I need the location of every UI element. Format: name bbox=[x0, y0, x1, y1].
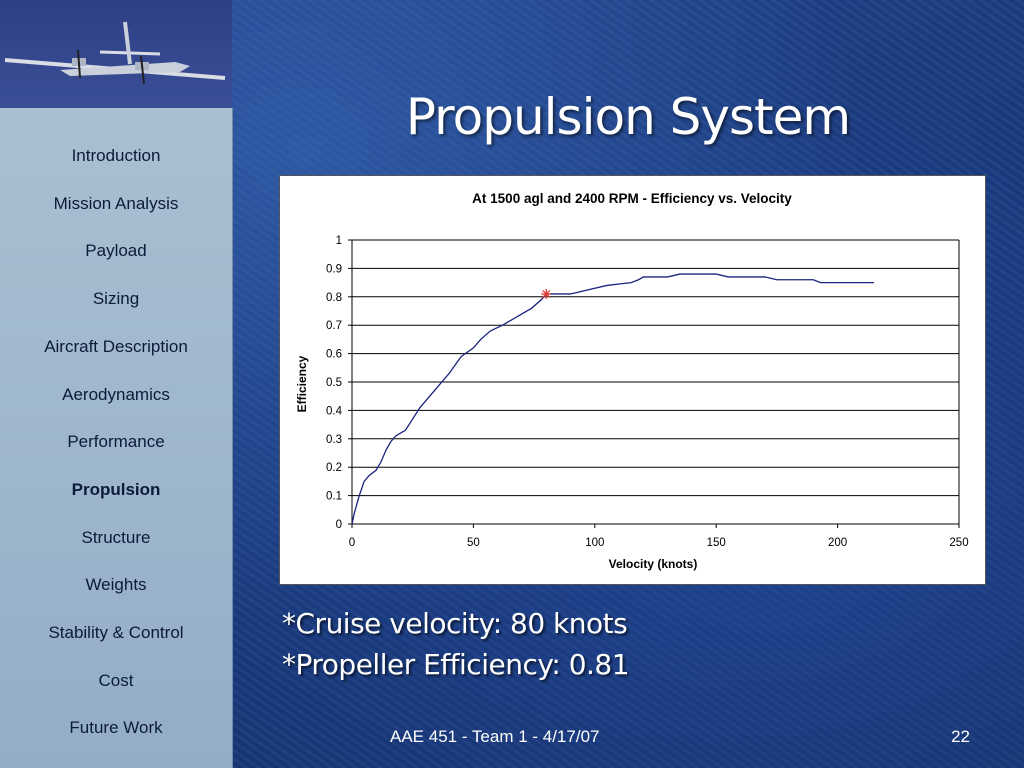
sidebar-item-performance[interactable]: Performance bbox=[67, 432, 165, 452]
sidebar-item-stability-control[interactable]: Stability & Control bbox=[48, 623, 184, 642]
twin-engine-airplane-icon bbox=[4, 21, 226, 85]
chart-y-tick-label: 0.9 bbox=[326, 263, 342, 275]
sidebar-item-future-work[interactable]: Future Work bbox=[69, 718, 163, 738]
chart-y-tick-label: 0.7 bbox=[326, 320, 342, 332]
sidebar-item-sizing[interactable]: Sizing bbox=[92, 289, 140, 309]
chart-x-axis-label: Velocity (knots) bbox=[609, 557, 698, 571]
chart-title: At 1500 agl and 2400 RPM - Efficiency vs… bbox=[472, 191, 792, 206]
bullet-propeller-efficiency: *Propeller Efficiency: 0.81 bbox=[282, 648, 630, 681]
sidebar-item-propulsion[interactable]: Propulsion bbox=[71, 479, 161, 499]
footer-text: AAE 451 - Team 1 - 4/17/07 bbox=[390, 727, 600, 746]
efficiency-series-line bbox=[351, 273, 875, 525]
chart-y-tick-label: 0.4 bbox=[326, 405, 343, 417]
chart-y-tick-label: 1 bbox=[336, 235, 342, 247]
efficiency-chart: At 1500 agl and 2400 RPM - Efficiency vs… bbox=[279, 175, 986, 585]
chart-x-tick-label: 0 bbox=[349, 537, 355, 549]
sidebar-item-structure[interactable]: Structure bbox=[81, 527, 151, 547]
chart-x-tick-label: 100 bbox=[585, 537, 604, 549]
chart-y-tick-label: 0.6 bbox=[326, 349, 342, 361]
sidebar-nav: Introduction Mission Analysis Payload Sizin… bbox=[0, 108, 233, 768]
chart-x-tick-label: 150 bbox=[707, 537, 726, 549]
page-number: 22 bbox=[951, 727, 970, 746]
sidebar-item-mission-analysis[interactable]: Mission Analysis bbox=[53, 193, 179, 213]
chart-y-tick-label: 0.2 bbox=[326, 462, 342, 474]
chart-y-axis-label: Efficiency bbox=[295, 355, 309, 412]
sidebar-item-payload[interactable]: Payload bbox=[85, 241, 147, 261]
bullet-cruise-velocity: *Cruise velocity: 80 knots bbox=[282, 607, 628, 640]
chart-y-tick-label: 0.1 bbox=[326, 491, 342, 503]
sidebar-item-cost[interactable]: Cost bbox=[98, 670, 134, 690]
chart-x-tick-label: 50 bbox=[467, 537, 480, 549]
chart-y-tick-label: 0.8 bbox=[326, 292, 342, 304]
chart-y-tick-label: 0 bbox=[336, 519, 342, 531]
sidebar-item-aircraft-description[interactable]: Aircraft Description bbox=[44, 336, 188, 356]
cruise-point-marker bbox=[541, 288, 552, 299]
sidebar-item-weights[interactable]: Weights bbox=[85, 575, 147, 595]
sidebar-item-aerodynamics[interactable]: Aerodynamics bbox=[62, 384, 170, 404]
chart-svg: At 1500 agl and 2400 RPM - Efficiency vs… bbox=[295, 191, 969, 571]
chart-y-tick-label: 0.5 bbox=[326, 377, 342, 389]
slide-title: Propulsion System bbox=[405, 88, 851, 146]
chart-x-tick-label: 250 bbox=[949, 537, 968, 549]
logo-panel bbox=[0, 0, 232, 110]
chart-x-tick-label: 200 bbox=[828, 537, 847, 549]
chart-y-tick-label: 0.3 bbox=[326, 434, 342, 446]
sidebar-item-introduction[interactable]: Introduction bbox=[71, 146, 161, 165]
